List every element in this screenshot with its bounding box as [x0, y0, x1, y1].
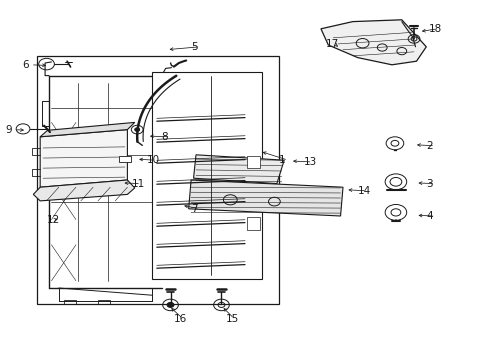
- Text: 9: 9: [5, 125, 12, 135]
- Bar: [64, 300, 76, 304]
- Text: 10: 10: [147, 155, 160, 165]
- Bar: [119, 156, 131, 162]
- Text: 18: 18: [429, 24, 442, 34]
- Text: 5: 5: [191, 42, 198, 52]
- Text: 4: 4: [426, 211, 433, 221]
- Text: 15: 15: [225, 314, 239, 324]
- Text: 6: 6: [22, 60, 29, 70]
- Text: 8: 8: [162, 132, 169, 142]
- Text: 2: 2: [426, 141, 433, 151]
- Text: 14: 14: [358, 186, 371, 196]
- Text: 3: 3: [426, 179, 433, 189]
- Text: 12: 12: [47, 215, 60, 225]
- Text: 1: 1: [279, 155, 286, 165]
- Bar: [247, 156, 260, 168]
- Polygon shape: [33, 180, 135, 201]
- Text: 16: 16: [174, 314, 187, 324]
- Polygon shape: [321, 20, 426, 65]
- Text: 7: 7: [191, 204, 198, 214]
- Bar: [247, 217, 260, 230]
- Bar: [37, 56, 279, 304]
- Bar: [98, 300, 110, 304]
- Text: 17: 17: [326, 39, 339, 49]
- Polygon shape: [189, 180, 343, 216]
- Polygon shape: [40, 122, 135, 137]
- Text: 13: 13: [304, 157, 317, 167]
- Polygon shape: [40, 130, 127, 187]
- Circle shape: [167, 302, 174, 307]
- Circle shape: [135, 128, 140, 131]
- Text: 11: 11: [132, 179, 146, 189]
- Bar: [152, 72, 262, 279]
- Polygon shape: [194, 155, 284, 184]
